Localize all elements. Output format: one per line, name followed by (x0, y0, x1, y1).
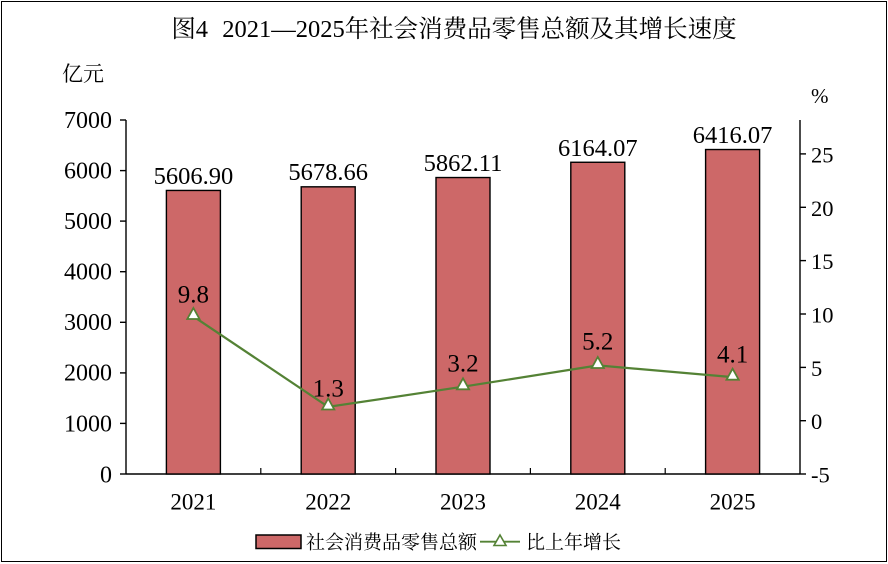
svg-text:2021: 2021 (170, 490, 216, 515)
svg-text:社会消费品零售总额: 社会消费品零售总额 (306, 532, 478, 554)
svg-text:10: 10 (811, 303, 834, 328)
svg-text:4.1: 4.1 (717, 342, 748, 369)
svg-text:5862.11: 5862.11 (424, 150, 503, 177)
svg-text:3000: 3000 (64, 310, 112, 336)
svg-text:比上年增长: 比上年增长 (526, 532, 621, 554)
svg-text:6416.07: 6416.07 (693, 122, 773, 149)
svg-text:7000: 7000 (64, 108, 112, 134)
svg-text:2000: 2000 (64, 361, 112, 387)
svg-text:2022: 2022 (305, 490, 351, 515)
svg-text:1000: 1000 (64, 412, 112, 438)
svg-text:2023: 2023 (440, 490, 486, 515)
svg-text:-5: -5 (811, 463, 830, 488)
svg-text:5.2: 5.2 (582, 329, 613, 356)
svg-text:图4 2021—2025年社会消费品零售总额及其增长速度: 图4 2021—2025年社会消费品零售总额及其增长速度 (171, 15, 736, 43)
svg-text:0: 0 (100, 463, 112, 489)
svg-text:6000: 6000 (64, 159, 112, 185)
svg-text:3.2: 3.2 (447, 351, 478, 378)
svg-text:4000: 4000 (64, 260, 112, 286)
svg-text:25: 25 (811, 142, 834, 167)
svg-text:5678.66: 5678.66 (288, 159, 368, 186)
svg-text:6164.07: 6164.07 (558, 135, 638, 162)
svg-text:2024: 2024 (575, 490, 622, 515)
svg-text:9.8: 9.8 (178, 282, 209, 309)
svg-text:20: 20 (811, 196, 834, 221)
svg-text:5: 5 (811, 356, 822, 381)
svg-text:5000: 5000 (64, 209, 112, 235)
svg-text:0: 0 (811, 409, 822, 434)
svg-text:亿元: 亿元 (62, 62, 104, 86)
svg-text:5606.90: 5606.90 (154, 163, 234, 190)
svg-text:%: % (811, 84, 829, 108)
svg-text:1.3: 1.3 (313, 376, 344, 403)
svg-text:2025: 2025 (710, 490, 756, 515)
svg-text:15: 15 (811, 249, 834, 274)
